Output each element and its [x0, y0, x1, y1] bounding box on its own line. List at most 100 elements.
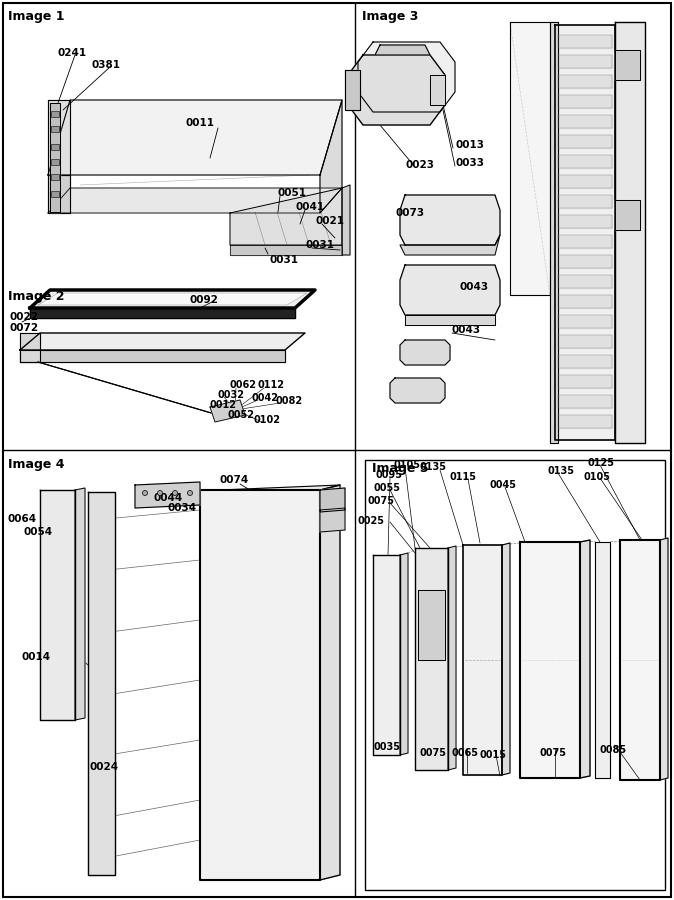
Text: Image 3: Image 3	[362, 10, 419, 23]
Polygon shape	[342, 185, 350, 255]
Polygon shape	[558, 215, 612, 228]
Polygon shape	[405, 315, 495, 325]
Polygon shape	[88, 492, 115, 875]
Text: 0052: 0052	[228, 410, 255, 420]
Text: 0073: 0073	[395, 208, 424, 218]
Text: 0115: 0115	[450, 472, 477, 482]
Polygon shape	[558, 155, 612, 168]
Polygon shape	[358, 42, 455, 112]
Text: 0051: 0051	[278, 188, 307, 198]
Polygon shape	[660, 538, 668, 780]
Polygon shape	[615, 200, 640, 230]
Polygon shape	[200, 485, 340, 490]
Polygon shape	[615, 22, 645, 443]
Bar	[51, 111, 59, 117]
Polygon shape	[558, 355, 612, 368]
Polygon shape	[320, 488, 345, 512]
Polygon shape	[230, 188, 342, 245]
Text: 0013: 0013	[455, 140, 484, 150]
Polygon shape	[20, 333, 40, 362]
Text: 0042: 0042	[252, 393, 279, 403]
Polygon shape	[48, 100, 70, 175]
Polygon shape	[595, 542, 610, 778]
Text: 0035: 0035	[374, 742, 401, 752]
Polygon shape	[38, 293, 307, 305]
Polygon shape	[345, 70, 360, 110]
Polygon shape	[48, 100, 342, 175]
Circle shape	[187, 491, 193, 496]
Text: 0031: 0031	[305, 240, 334, 250]
Polygon shape	[30, 308, 295, 318]
Text: 0015: 0015	[480, 750, 507, 760]
Text: 0072: 0072	[10, 323, 39, 333]
Text: 0381: 0381	[92, 60, 121, 70]
Polygon shape	[48, 188, 342, 213]
Polygon shape	[200, 490, 320, 880]
Polygon shape	[20, 333, 305, 350]
Polygon shape	[20, 350, 285, 362]
Polygon shape	[520, 542, 580, 778]
Polygon shape	[30, 290, 315, 308]
Text: 0105: 0105	[393, 460, 420, 470]
Text: 0011: 0011	[185, 118, 214, 128]
Text: 0075: 0075	[420, 748, 447, 758]
Text: 0012: 0012	[210, 400, 237, 410]
Polygon shape	[448, 546, 456, 770]
Polygon shape	[510, 22, 550, 295]
Text: 0025: 0025	[358, 516, 385, 526]
Text: 0032: 0032	[217, 390, 244, 400]
Polygon shape	[320, 508, 345, 532]
Text: 0055: 0055	[373, 483, 400, 493]
Text: 0031: 0031	[270, 255, 299, 265]
Polygon shape	[558, 315, 612, 328]
Polygon shape	[373, 555, 400, 755]
Bar	[51, 126, 59, 132]
Text: 0014: 0014	[22, 652, 51, 662]
Polygon shape	[558, 135, 612, 148]
Polygon shape	[550, 22, 558, 443]
Polygon shape	[502, 543, 510, 775]
Polygon shape	[230, 245, 342, 255]
Text: 0065: 0065	[452, 748, 479, 758]
Text: Image 1: Image 1	[8, 10, 65, 23]
Text: 0021: 0021	[315, 216, 344, 226]
Polygon shape	[400, 235, 500, 255]
Polygon shape	[48, 175, 70, 213]
Text: 0092: 0092	[190, 295, 219, 305]
Text: 0041: 0041	[296, 202, 325, 212]
Bar	[51, 144, 59, 150]
Polygon shape	[615, 50, 640, 80]
Text: 0023: 0023	[405, 160, 434, 170]
Polygon shape	[558, 235, 612, 248]
Text: 0044: 0044	[154, 493, 183, 503]
Circle shape	[158, 491, 162, 496]
Polygon shape	[558, 55, 612, 68]
Text: 0062: 0062	[230, 380, 257, 390]
Text: 0043: 0043	[452, 325, 481, 335]
Polygon shape	[320, 100, 342, 213]
Polygon shape	[558, 195, 612, 208]
Polygon shape	[558, 35, 612, 48]
Text: 0102: 0102	[254, 415, 281, 425]
Text: 0135: 0135	[548, 466, 575, 476]
Polygon shape	[50, 103, 60, 212]
Polygon shape	[463, 545, 502, 775]
Text: 0033: 0033	[455, 158, 484, 168]
Polygon shape	[558, 175, 612, 188]
Polygon shape	[620, 540, 660, 780]
Polygon shape	[400, 553, 408, 755]
Polygon shape	[40, 490, 75, 720]
Text: 0022: 0022	[10, 312, 39, 322]
Polygon shape	[430, 75, 445, 105]
Polygon shape	[558, 375, 612, 388]
Polygon shape	[320, 485, 340, 880]
Polygon shape	[390, 378, 445, 403]
Text: 0085: 0085	[600, 745, 627, 755]
Text: 0054: 0054	[24, 527, 53, 537]
Polygon shape	[558, 295, 612, 308]
Polygon shape	[558, 115, 612, 128]
Text: 0075: 0075	[540, 748, 567, 758]
Polygon shape	[415, 548, 448, 770]
Polygon shape	[75, 488, 85, 720]
Text: 0112: 0112	[258, 380, 285, 390]
